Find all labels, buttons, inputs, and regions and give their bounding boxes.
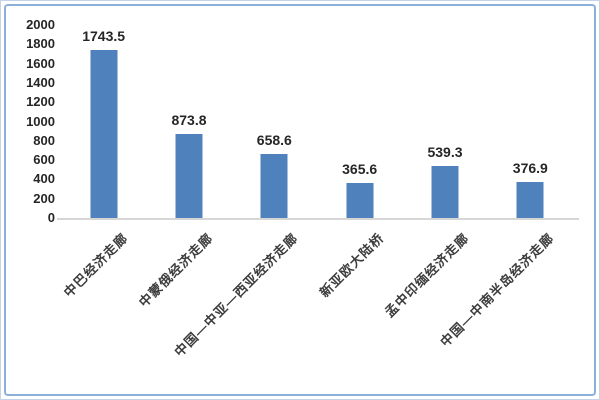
bar-value-label: 873.8 xyxy=(171,112,207,128)
x-axis-category-label: 中蒙俄经济走廊 xyxy=(135,230,216,311)
x-axis-category-label: 中巴经济走廊 xyxy=(60,230,131,301)
x-axis-category-label: 新亚欧大陆桥 xyxy=(316,230,387,301)
y-axis-tick-label: 800 xyxy=(33,132,55,148)
y-axis-tick-label: 400 xyxy=(33,171,55,187)
bar xyxy=(431,166,459,218)
x-axis-line xyxy=(57,218,579,220)
x-axis-category-label: 孟中印缅经济走廊 xyxy=(381,230,472,320)
bar-value-label: 539.3 xyxy=(427,144,463,160)
bar xyxy=(175,134,203,218)
bar-value-label: 1743.5 xyxy=(82,28,126,44)
bar-value-label: 658.6 xyxy=(256,132,292,148)
y-axis-tick-label: 1600 xyxy=(26,55,55,71)
bar-value-label: 365.6 xyxy=(342,161,378,177)
y-axis-tick-label: 1200 xyxy=(26,94,55,110)
y-axis-tick-label: 1800 xyxy=(26,36,55,52)
y-axis-tick-label: 0 xyxy=(47,210,55,225)
bar xyxy=(260,154,289,218)
bar xyxy=(516,182,545,218)
y-axis-tick-label: 200 xyxy=(33,190,55,206)
bar xyxy=(89,50,118,218)
y-axis-tick-label: 1400 xyxy=(26,74,55,90)
y-axis-tick-label: 600 xyxy=(33,152,55,168)
y-axis-tick-label: 1000 xyxy=(26,113,55,129)
y-axis-tick-label: 2000 xyxy=(26,17,55,32)
bar xyxy=(345,183,374,218)
bar-value-label: 376.9 xyxy=(512,160,548,176)
